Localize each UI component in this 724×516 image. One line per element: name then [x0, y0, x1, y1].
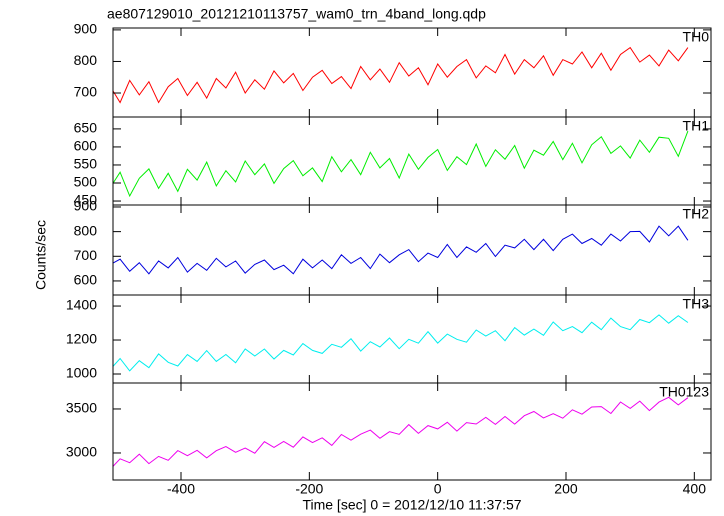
y-tick-label: 900 — [74, 21, 98, 37]
x-tick-label: -400 — [167, 481, 195, 497]
series-line — [113, 225, 689, 275]
y-tick-label: 700 — [74, 247, 98, 263]
panel-frame — [112, 27, 712, 118]
x-tick-label: -200 — [295, 481, 323, 497]
y-axis-label: Counts/sec — [33, 220, 49, 290]
y-tick-label: 600 — [74, 138, 98, 154]
panel-label: TH3 — [683, 296, 710, 312]
y-tick-label: 800 — [74, 52, 98, 68]
x-axis-label: Time [sec] 0 = 2012/12/10 11:37:57 — [302, 497, 521, 513]
panel-label: TH2 — [683, 206, 710, 222]
series-line — [113, 314, 689, 372]
panel-frame — [112, 382, 712, 481]
y-tick-label: 450 — [74, 192, 98, 208]
panel-frame — [112, 204, 712, 296]
series-line — [113, 396, 689, 468]
y-tick-label: 650 — [74, 120, 98, 136]
x-tick-label: 0 — [434, 481, 442, 497]
panel-label: TH0 — [683, 29, 710, 45]
y-tick-label: 550 — [74, 156, 98, 172]
panel-label: TH0123 — [659, 384, 709, 400]
y-tick-label: 500 — [74, 174, 98, 190]
y-tick-label: 3000 — [66, 444, 97, 460]
y-tick-label: 1200 — [66, 331, 97, 347]
y-tick-label: 1400 — [66, 297, 97, 313]
panel-label: TH1 — [683, 118, 710, 134]
x-tick-label: 400 — [683, 481, 707, 497]
y-tick-label: 600 — [74, 272, 98, 288]
x-tick-label: 200 — [554, 481, 578, 497]
chart-title: ae807129010_20121210113757_wam0_trn_4ban… — [107, 6, 486, 22]
y-tick-label: 700 — [74, 84, 98, 100]
y-tick-label: 800 — [74, 222, 98, 238]
y-tick-label: 1000 — [66, 365, 97, 381]
y-tick-label: 3500 — [66, 400, 97, 416]
panel-frame — [112, 116, 712, 206]
series-line — [113, 130, 689, 198]
panel-frame — [112, 294, 712, 384]
y-tick-label: 900 — [74, 198, 98, 214]
series-line — [113, 46, 689, 104]
